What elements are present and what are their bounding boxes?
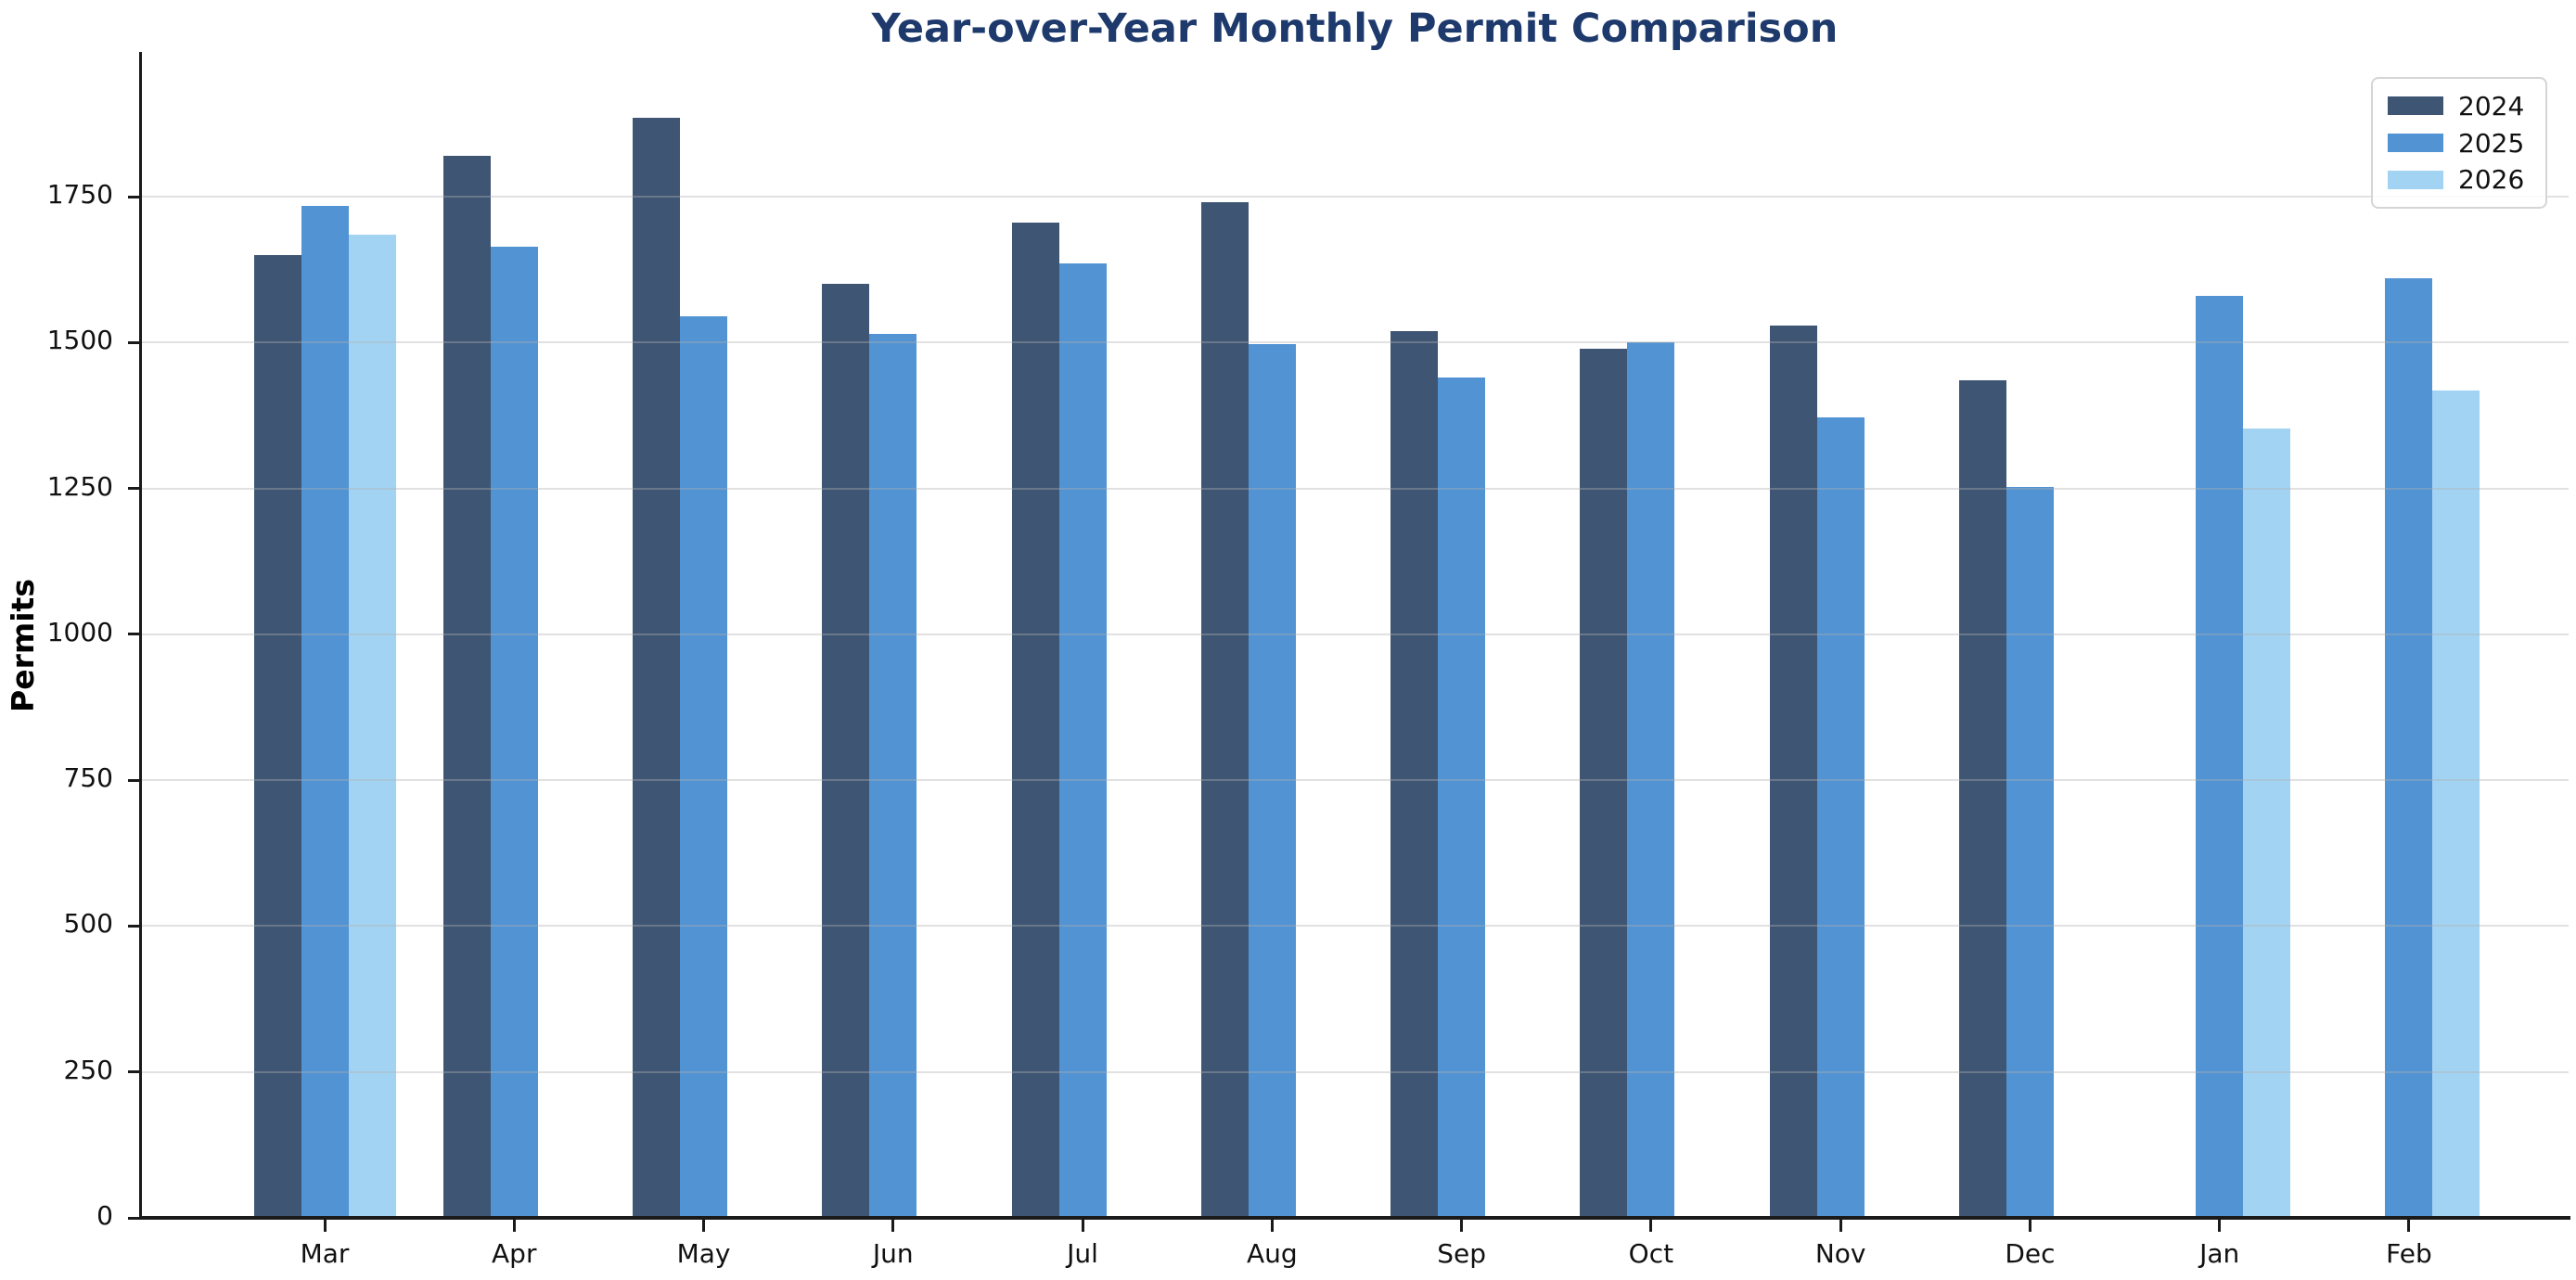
- legend-swatch-2025: [2388, 134, 2443, 152]
- bar-2025-dec: [2006, 486, 2054, 1218]
- x-tick-label-jun: Jun: [872, 1238, 914, 1269]
- legend-swatch-2024: [2388, 96, 2443, 116]
- x-tick-label-jan: Jan: [2199, 1238, 2240, 1269]
- bar-2025-sep: [1438, 378, 1486, 1218]
- bar-2026-mar: [348, 235, 396, 1218]
- gridline-750: [141, 779, 2569, 782]
- y-tick-mark-0: [128, 1216, 141, 1220]
- x-tick-mark-may: [702, 1218, 706, 1232]
- x-tick-mark-mar: [323, 1218, 327, 1232]
- y-tick-label-0: 0: [96, 1200, 113, 1231]
- bar-2024-mar: [253, 255, 301, 1218]
- x-tick-mark-dec: [2028, 1218, 2031, 1232]
- bar-2024-sep: [1391, 330, 1439, 1218]
- gridline-1750: [141, 196, 2569, 198]
- y-tick-mark-1500: [128, 340, 141, 344]
- x-tick-label-apr: Apr: [492, 1238, 537, 1269]
- bar-2024-oct: [1580, 348, 1628, 1218]
- gridline-1000: [141, 633, 2569, 635]
- x-tick-mark-feb: [2407, 1218, 2411, 1232]
- x-tick-mark-oct: [1649, 1218, 1653, 1232]
- bar-2024-aug: [1200, 202, 1249, 1218]
- x-tick-mark-jun: [891, 1218, 895, 1232]
- y-tick-label-1750: 1750: [46, 179, 113, 211]
- bar-2026-jan: [2243, 428, 2291, 1218]
- y-tick-mark-1750: [128, 195, 141, 198]
- x-tick-label-oct: Oct: [1628, 1238, 1674, 1269]
- x-tick-mark-jan: [2218, 1218, 2222, 1232]
- bar-2025-jun: [869, 333, 917, 1218]
- legend-item-2026: 2026: [2388, 164, 2545, 195]
- bar-2024-jun: [822, 284, 870, 1218]
- bar-2025-jan: [2196, 296, 2244, 1218]
- legend-swatch-2026: [2388, 170, 2443, 189]
- legend-label-2024: 2024: [2458, 90, 2525, 122]
- bar-2026-feb: [2432, 390, 2480, 1218]
- y-tick-mark-1250: [128, 487, 141, 491]
- x-tick-label-mar: Mar: [300, 1238, 350, 1269]
- y-tick-label-750: 750: [63, 762, 113, 794]
- y-axis-spine: [139, 52, 142, 1220]
- x-tick-label-jul: Jul: [1067, 1238, 1098, 1269]
- y-tick-mark-500: [128, 924, 141, 928]
- x-axis-spine: [139, 1216, 2570, 1220]
- legend: 2024 2025 2026: [2371, 77, 2547, 209]
- bar-2025-oct: [1627, 342, 1675, 1218]
- y-tick-label-1250: 1250: [46, 470, 113, 502]
- bar-2024-jul: [1011, 223, 1059, 1218]
- x-tick-label-nov: Nov: [1814, 1238, 1866, 1269]
- y-tick-label-1500: 1500: [46, 325, 113, 356]
- legend-item-2025: 2025: [2388, 128, 2545, 159]
- x-tick-mark-apr: [512, 1218, 516, 1232]
- y-tick-label-250: 250: [63, 1054, 113, 1085]
- gridline-1500: [141, 341, 2569, 344]
- bar-2024-dec: [1958, 380, 2006, 1218]
- bar-2024-nov: [1769, 325, 1817, 1218]
- bar-2025-aug: [1248, 344, 1296, 1218]
- bar-2025-feb: [2385, 278, 2433, 1218]
- x-tick-label-sep: Sep: [1437, 1238, 1486, 1269]
- bar-2025-nov: [1816, 416, 1865, 1218]
- y-tick-label-1000: 1000: [46, 616, 113, 647]
- bar-2025-may: [680, 316, 728, 1218]
- x-tick-label-may: May: [676, 1238, 731, 1269]
- x-tick-mark-aug: [1270, 1218, 1274, 1232]
- bar-2025-jul: [1058, 263, 1107, 1218]
- legend-label-2026: 2026: [2458, 164, 2525, 196]
- gridline-500: [141, 925, 2569, 928]
- x-tick-label-feb: Feb: [2386, 1238, 2432, 1269]
- bar-2024-may: [633, 118, 681, 1218]
- bar-2025-mar: [301, 205, 349, 1218]
- x-tick-mark-sep: [1460, 1218, 1464, 1232]
- y-tick-mark-250: [128, 1070, 141, 1074]
- x-tick-mark-nov: [1839, 1218, 1842, 1232]
- y-tick-mark-1000: [128, 633, 141, 636]
- y-tick-label-500: 500: [63, 908, 113, 940]
- x-tick-mark-jul: [1081, 1218, 1084, 1232]
- y-tick-mark-750: [128, 778, 141, 782]
- bar-2025-apr: [490, 246, 538, 1218]
- legend-item-2024: 2024: [2388, 91, 2545, 122]
- gridline-250: [141, 1070, 2569, 1073]
- x-tick-label-aug: Aug: [1247, 1238, 1298, 1269]
- chart-title: Year-over-Year Monthly Permit Comparison: [871, 6, 1839, 52]
- x-tick-label-dec: Dec: [2005, 1238, 2056, 1269]
- gridline-1250: [141, 487, 2569, 490]
- bar-2024-apr: [442, 156, 491, 1218]
- legend-label-2025: 2025: [2458, 127, 2525, 159]
